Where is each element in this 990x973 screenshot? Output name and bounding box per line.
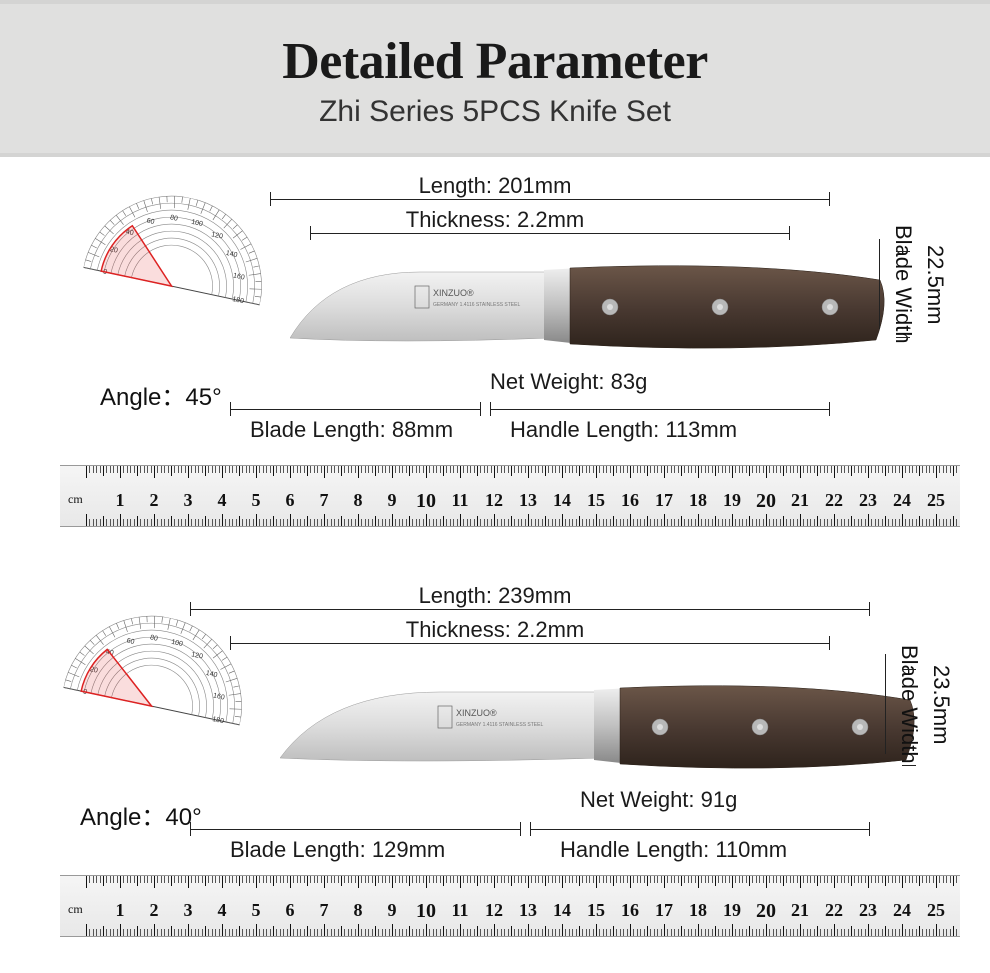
svg-text:180: 180 — [232, 296, 245, 305]
blade-width-label: Blade Width — [890, 225, 916, 344]
svg-text:XINZUO®: XINZUO® — [456, 708, 497, 718]
page-title: Detailed Parameter — [0, 32, 990, 91]
angle-label: Angle：45° — [100, 377, 222, 412]
svg-text:80: 80 — [169, 214, 178, 222]
protractor-icon: 020406080100120140160180 — [82, 179, 279, 313]
ruler: cm12345678910111213141516171819202122232… — [60, 465, 960, 527]
angle-label: Angle：40° — [80, 797, 202, 832]
blade-width-value: 23.5mm — [928, 665, 954, 744]
weight-label: Net Weight: 91g — [580, 787, 737, 813]
knife-image: XINZUO® GERMANY 1.4116 STAINLESS STEEL — [280, 682, 920, 784]
svg-text:60: 60 — [146, 218, 155, 226]
svg-text:100: 100 — [191, 219, 204, 228]
svg-text:100: 100 — [171, 639, 184, 648]
blade-length-label: Blade Length: 129mm — [230, 837, 445, 863]
header: Detailed Parameter Zhi Series 5PCS Knife… — [0, 0, 990, 157]
svg-text:GERMANY 1.4116 STAINLESS STEEL: GERMANY 1.4116 STAINLESS STEEL — [433, 302, 520, 308]
knife-image: XINZUO® GERMANY 1.4116 STAINLESS STEEL — [290, 262, 890, 364]
svg-text:180: 180 — [212, 716, 225, 725]
svg-text:160: 160 — [232, 272, 245, 281]
svg-text:60: 60 — [126, 638, 135, 646]
length-label: Length: 239mm — [30, 583, 960, 609]
handle-length-label: Handle Length: 113mm — [510, 417, 737, 443]
blade-length-label: Blade Length: 88mm — [250, 417, 453, 443]
page-subtitle: Zhi Series 5PCS Knife Set — [0, 95, 990, 129]
knife-row-2: Length: 239mm Thickness: 2.2mm 020406080… — [30, 597, 960, 937]
weight-label: Net Weight: 83g — [490, 369, 647, 395]
svg-text:80: 80 — [149, 634, 158, 642]
svg-text:GERMANY 1.4116 STAINLESS STEEL: GERMANY 1.4116 STAINLESS STEEL — [456, 722, 543, 728]
ruler: cm12345678910111213141516171819202122232… — [60, 875, 960, 937]
knife-row-1: Length: 201mm Thickness: 2.2mm 020406080… — [30, 187, 960, 527]
knife-section: Length: 201mm Thickness: 2.2mm 020406080… — [0, 157, 990, 947]
svg-text:XINZUO®: XINZUO® — [433, 288, 474, 298]
svg-text:160: 160 — [212, 692, 225, 701]
handle-length-label: Handle Length: 110mm — [560, 837, 787, 863]
blade-width-label: Blade Width — [896, 645, 922, 764]
blade-width-value: 22.5mm — [922, 245, 948, 324]
